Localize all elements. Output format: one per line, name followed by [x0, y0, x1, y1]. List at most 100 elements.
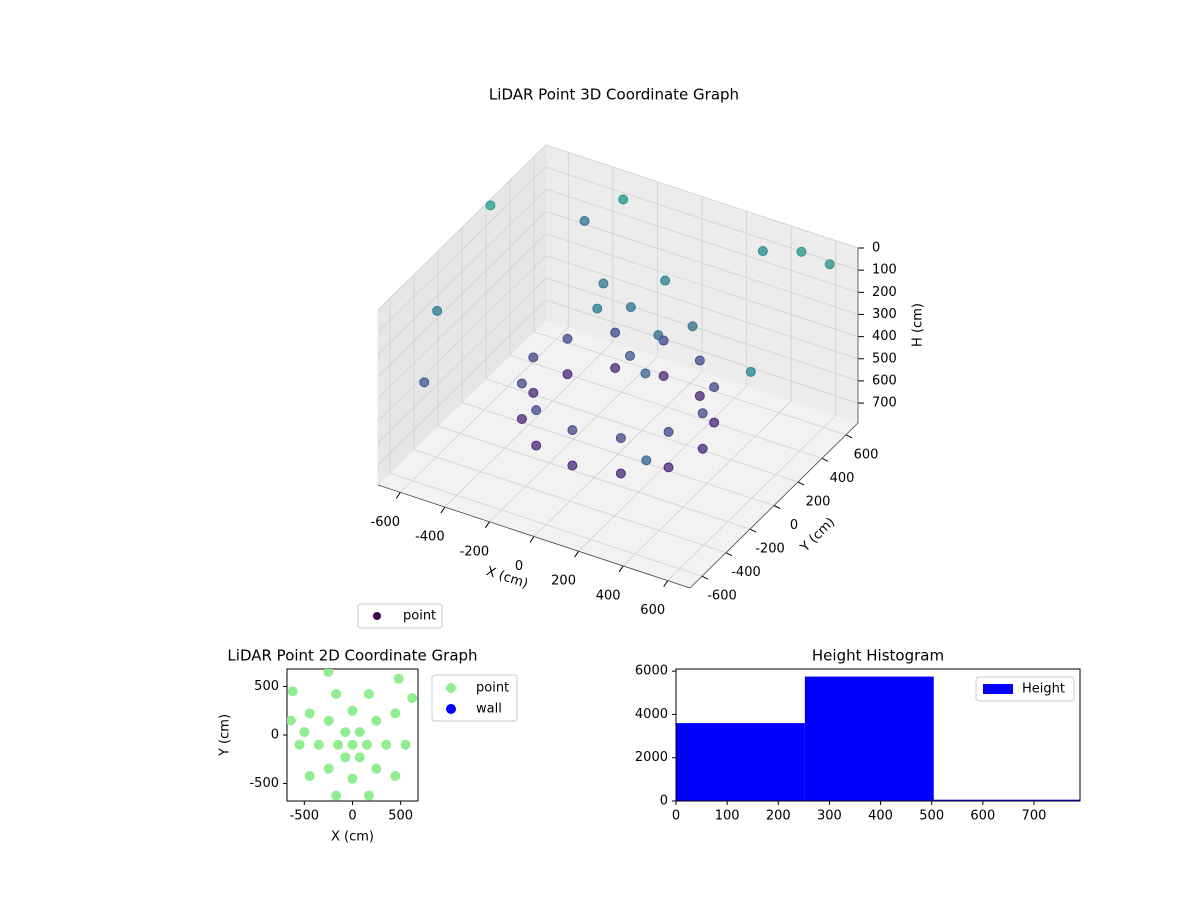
- x-tick-label: 500: [919, 809, 944, 824]
- point: [313, 739, 324, 750]
- point: [625, 302, 636, 313]
- axes-2d: -500 0 500 -500 0 500: [249, 668, 419, 824]
- points-3d: [419, 194, 835, 479]
- y-tick-label: 200: [806, 494, 831, 509]
- point: [340, 727, 351, 738]
- x-tick: [529, 536, 535, 543]
- point: [567, 460, 578, 471]
- x-tick-label: 0: [348, 809, 356, 824]
- z-tick-label: 600: [872, 373, 897, 388]
- bar: [933, 799, 1080, 801]
- point: [363, 688, 374, 699]
- x-tick: [440, 506, 446, 514]
- x-tick-label: 200: [551, 574, 576, 589]
- y-tick-label: 400: [830, 471, 855, 486]
- y-axis-label: Y (cm): [218, 714, 233, 757]
- x-tick-label: 300: [817, 809, 842, 824]
- point: [381, 739, 392, 750]
- point: [598, 278, 609, 289]
- y-tick-label: 500: [254, 679, 279, 694]
- z-tick-label: 700: [872, 396, 897, 411]
- bar: [804, 676, 934, 801]
- chart-title: Height Histogram: [812, 647, 944, 665]
- x-tick-label: 600: [640, 603, 665, 618]
- y-tick-label: 0: [271, 728, 279, 743]
- chart-title: LiDAR Point 3D Coordinate Graph: [489, 86, 739, 104]
- grid-line: [545, 188, 859, 293]
- y-tick: [725, 552, 733, 557]
- point: [323, 669, 334, 677]
- point: [323, 715, 334, 726]
- point: [640, 368, 651, 379]
- point: [331, 790, 342, 801]
- grid-line: [437, 425, 751, 530]
- point: [400, 739, 411, 750]
- z-axis-label: H (cm): [911, 303, 926, 347]
- y-tick-label: -200: [755, 542, 785, 557]
- x-axis-label: X (cm): [331, 830, 374, 845]
- point: [531, 405, 542, 416]
- x-tick: [574, 550, 579, 558]
- point: [516, 378, 527, 389]
- z-tick-label: 400: [872, 329, 897, 344]
- grid-line: [377, 166, 547, 333]
- legend-label: Height: [1022, 682, 1065, 697]
- point: [610, 363, 621, 374]
- legend-label: point: [476, 681, 509, 696]
- points-2d: [287, 669, 418, 801]
- point: [333, 739, 344, 750]
- point: [347, 739, 358, 750]
- axes-frame: [675, 668, 1081, 802]
- point: [709, 382, 720, 393]
- x-tick-label: 700: [1022, 809, 1047, 824]
- y-tick-label: 0: [660, 794, 668, 809]
- point: [390, 771, 401, 782]
- point: [796, 246, 807, 257]
- point: [371, 763, 382, 774]
- point: [562, 369, 573, 380]
- legend-marker: [446, 704, 456, 714]
- point: [694, 355, 705, 366]
- point: [485, 200, 496, 211]
- grid-line: [377, 255, 547, 422]
- point: [579, 215, 590, 226]
- point: [663, 462, 674, 473]
- point: [615, 468, 626, 479]
- legend-frame: [975, 676, 1075, 702]
- y-tick: [749, 528, 757, 533]
- x-tick-label: 500: [388, 809, 413, 824]
- point: [299, 727, 310, 738]
- y-tick-label: 600: [854, 447, 879, 462]
- y-tick: [845, 434, 853, 439]
- x-tick-label: -200: [460, 544, 490, 559]
- y-tick: [821, 457, 829, 462]
- point: [641, 455, 652, 466]
- x-tick: [395, 492, 401, 499]
- point: [354, 727, 365, 738]
- x-tick-label: 100: [715, 809, 740, 824]
- point: [323, 763, 334, 774]
- x-tick-label: 400: [868, 809, 893, 824]
- x-tick: [618, 565, 624, 573]
- grid-line: [533, 331, 847, 436]
- grid-line: [545, 299, 859, 404]
- point: [407, 693, 418, 704]
- grid-line: [413, 449, 727, 554]
- legend: point: [357, 603, 443, 629]
- y-axis-label: Y (cm): [797, 515, 838, 556]
- z-tick-label: 500: [872, 351, 897, 366]
- grid-line: [377, 189, 547, 355]
- point: [347, 705, 358, 716]
- point: [567, 425, 578, 436]
- y-tick: [797, 481, 805, 486]
- point: [294, 739, 305, 750]
- point: [361, 739, 372, 750]
- x-tick-label: 0: [515, 559, 523, 574]
- point: [331, 688, 342, 699]
- point: [618, 194, 629, 205]
- grid-line: [545, 277, 859, 382]
- grid-line: [377, 211, 547, 377]
- point: [528, 387, 539, 398]
- legend-label: point: [403, 609, 436, 624]
